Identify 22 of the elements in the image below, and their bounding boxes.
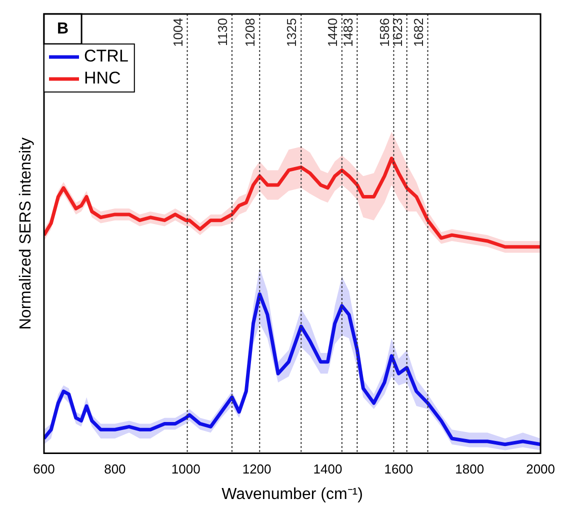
- x-tick-label: 1000: [171, 462, 200, 477]
- x-tick-label: 1600: [384, 462, 414, 477]
- ref-line-label: 1130: [215, 18, 230, 46]
- x-tick-label: 1800: [455, 462, 484, 477]
- x-tick-label: 2000: [526, 462, 555, 477]
- y-axis-title: Normalized SERS intensity: [17, 138, 34, 330]
- ref-line-label: 1682: [410, 18, 426, 47]
- ref-line-label: 1586: [376, 18, 392, 47]
- legend-label: CTRL: [84, 46, 128, 66]
- ref-line-label: 1483: [340, 18, 356, 47]
- x-tick-label: 600: [33, 462, 55, 477]
- ref-line-label: 1004: [170, 18, 186, 47]
- x-tick-label: 1400: [313, 462, 342, 477]
- ref-line-label: 1440: [325, 18, 340, 47]
- ref-line-label: 1208: [242, 18, 258, 47]
- x-axis-title: Wavenumber (cm⁻¹): [222, 486, 363, 503]
- x-tick-label: 800: [104, 462, 126, 477]
- legend-label: HNC: [84, 68, 121, 88]
- ref-line-label: 1325: [284, 18, 300, 47]
- x-tick-label: 1200: [242, 462, 272, 477]
- text: B: [56, 20, 69, 38]
- ref-line-label: 1623: [390, 18, 405, 47]
